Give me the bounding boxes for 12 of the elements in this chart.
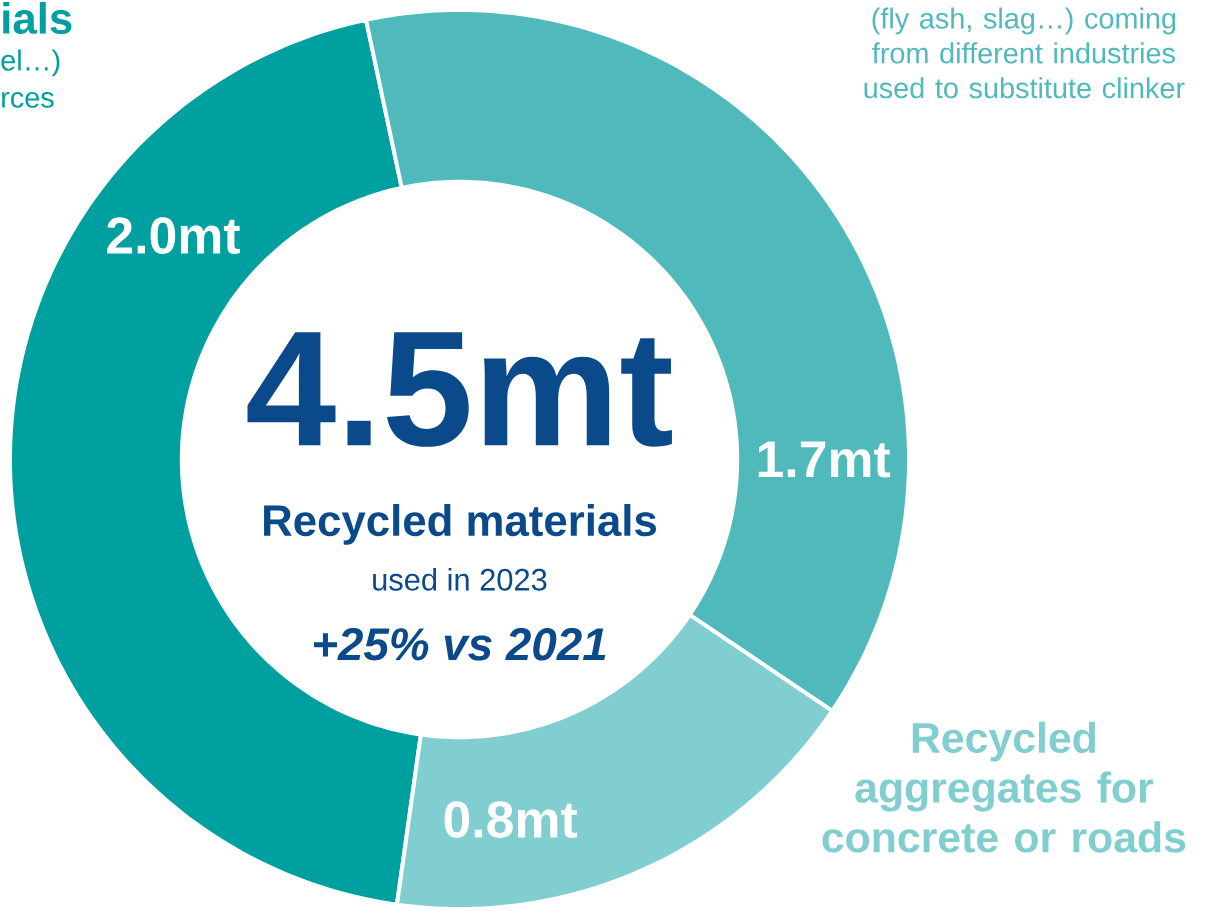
text: rces bbox=[2, 91, 54, 108]
text: Recycled materials bbox=[264, 504, 657, 545]
text: el…) bbox=[1, 49, 60, 77]
data-label: 1.7mt bbox=[758, 441, 891, 478]
text: ials bbox=[3, 1, 72, 35]
text: +25% vs 2021 bbox=[314, 628, 606, 661]
text: used in 2023 bbox=[373, 568, 547, 591]
slice-label: (fly ash, slag…) coming from different industries used to substitute clinker bbox=[864, 7, 1185, 99]
data-label: 0.8mt bbox=[444, 801, 578, 838]
data-label: 2.0mt bbox=[107, 217, 240, 254]
slice-label: Recycled aggregates for concrete or roads bbox=[822, 721, 1186, 853]
text: 4.5mt bbox=[247, 332, 672, 447]
